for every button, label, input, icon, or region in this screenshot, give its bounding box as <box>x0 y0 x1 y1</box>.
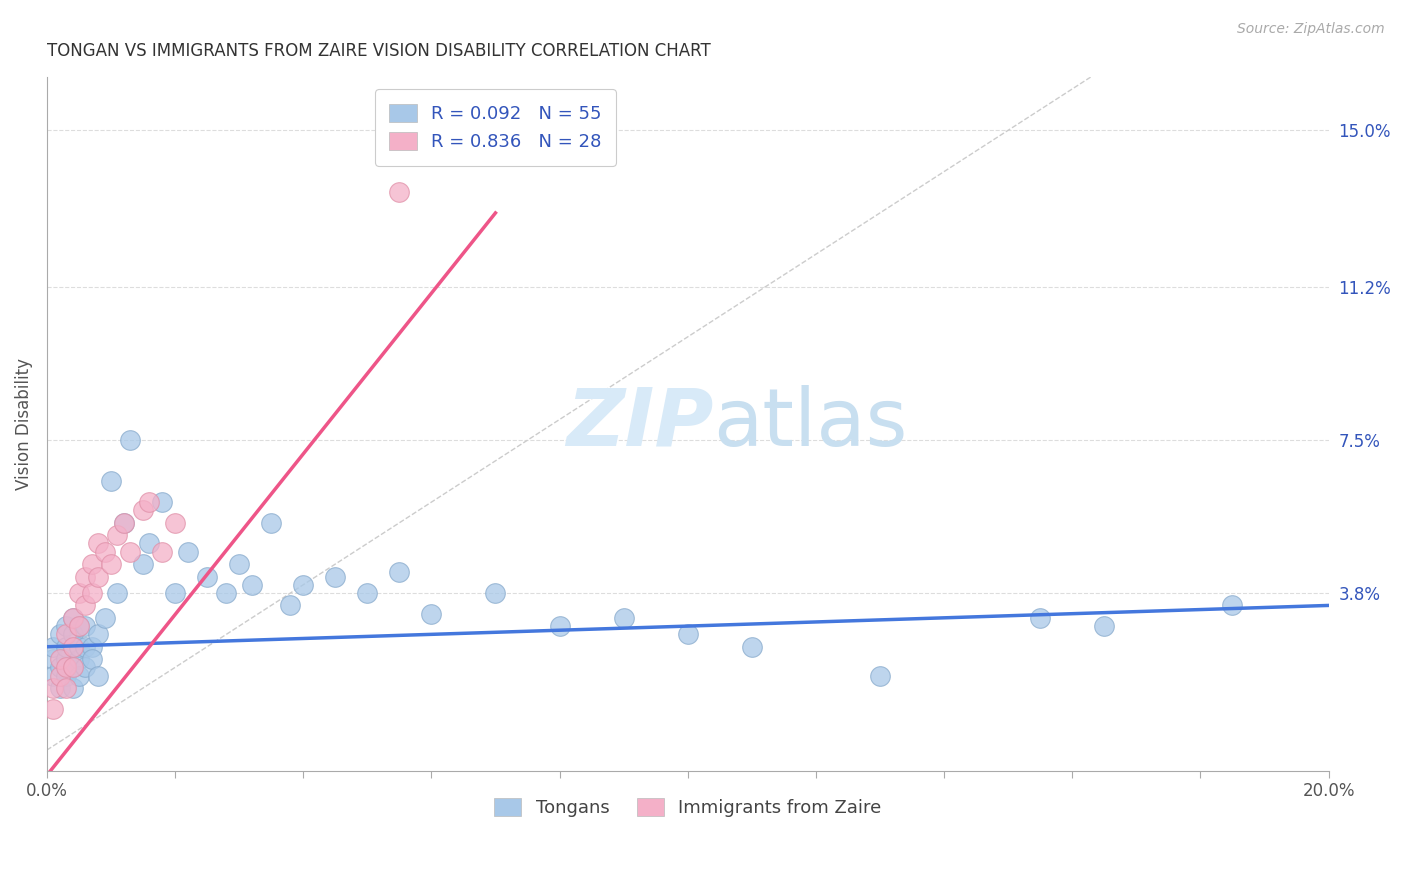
Point <box>55 652 77 666</box>
Point <box>48 660 70 674</box>
Point <box>138 495 160 509</box>
Point <box>228 557 250 571</box>
Point <box>613 611 636 625</box>
Point <box>165 516 187 530</box>
Point <box>67 640 90 654</box>
Point <box>195 569 218 583</box>
Point <box>323 569 346 583</box>
Point <box>75 619 97 633</box>
Point <box>42 702 65 716</box>
Text: TONGAN VS IMMIGRANTS FROM ZAIRE VISION DISABILITY CORRELATION CHART: TONGAN VS IMMIGRANTS FROM ZAIRE VISION D… <box>46 42 710 60</box>
Point <box>80 586 103 600</box>
Point <box>132 557 155 571</box>
Text: ZIP: ZIP <box>567 384 713 463</box>
Point <box>869 668 891 682</box>
Y-axis label: Vision Disability: Vision Disability <box>15 358 32 490</box>
Point <box>420 607 443 621</box>
Point <box>67 619 90 633</box>
Point <box>55 660 77 674</box>
Point <box>676 627 699 641</box>
Point <box>548 619 571 633</box>
Point <box>105 586 128 600</box>
Point <box>75 640 97 654</box>
Point <box>165 586 187 600</box>
Point <box>42 640 65 654</box>
Point <box>55 640 77 654</box>
Point <box>42 681 65 695</box>
Point <box>55 619 77 633</box>
Point <box>62 660 84 674</box>
Point <box>120 433 142 447</box>
Point <box>1029 611 1052 625</box>
Legend: Tongans, Immigrants from Zaire: Tongans, Immigrants from Zaire <box>486 790 889 824</box>
Point <box>484 586 506 600</box>
Point <box>280 599 302 613</box>
Point <box>215 586 238 600</box>
Point <box>150 495 173 509</box>
Point <box>240 578 263 592</box>
Point <box>48 627 70 641</box>
Point <box>260 516 283 530</box>
Point <box>80 652 103 666</box>
Point <box>150 545 173 559</box>
Point <box>100 557 122 571</box>
Point <box>87 569 110 583</box>
Point <box>177 545 200 559</box>
Point <box>93 545 115 559</box>
Point <box>67 668 90 682</box>
Point <box>93 611 115 625</box>
Point <box>87 536 110 550</box>
Point <box>75 660 97 674</box>
Point <box>100 475 122 489</box>
Point <box>1092 619 1115 633</box>
Point <box>1222 599 1244 613</box>
Point <box>75 599 97 613</box>
Point <box>138 536 160 550</box>
Point <box>62 611 84 625</box>
Point <box>48 652 70 666</box>
Point <box>42 668 65 682</box>
Point <box>62 611 84 625</box>
Point <box>67 652 90 666</box>
Point <box>105 528 128 542</box>
Point <box>62 660 84 674</box>
Point <box>75 569 97 583</box>
Point <box>292 578 315 592</box>
Point <box>48 668 70 682</box>
Point <box>388 186 411 200</box>
Point <box>67 619 90 633</box>
Point <box>112 516 135 530</box>
Point <box>55 627 77 641</box>
Point <box>48 681 70 695</box>
Point <box>356 586 378 600</box>
Text: atlas: atlas <box>713 384 908 463</box>
Point <box>62 627 84 641</box>
Point <box>112 516 135 530</box>
Point <box>80 557 103 571</box>
Text: Source: ZipAtlas.com: Source: ZipAtlas.com <box>1237 22 1385 37</box>
Point <box>62 681 84 695</box>
Point <box>87 627 110 641</box>
Point <box>42 652 65 666</box>
Point <box>388 566 411 580</box>
Point <box>55 668 77 682</box>
Point <box>67 586 90 600</box>
Point <box>80 640 103 654</box>
Point <box>87 668 110 682</box>
Point <box>120 545 142 559</box>
Point <box>132 503 155 517</box>
Point <box>741 640 763 654</box>
Point <box>62 640 84 654</box>
Point <box>55 681 77 695</box>
